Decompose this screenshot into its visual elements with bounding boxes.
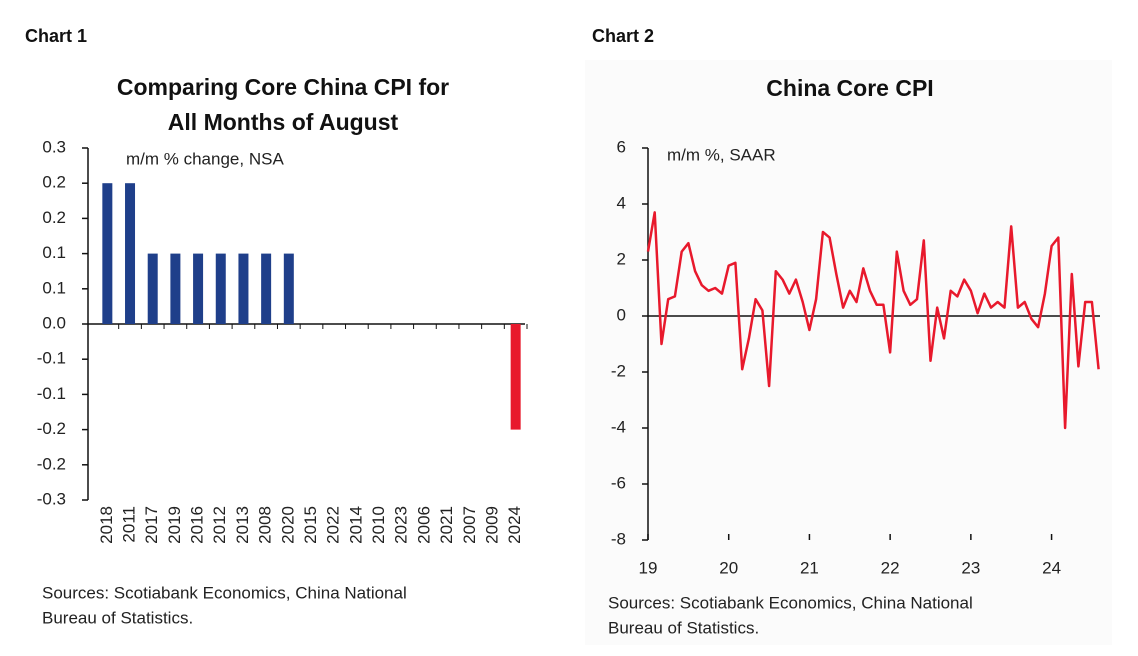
bar (510, 324, 521, 430)
x-tick-label: 2017 (142, 506, 161, 544)
x-tick-label: 2007 (460, 506, 479, 544)
y-tick-label: -0.2 (37, 454, 66, 473)
y-tick-label: -4 (611, 417, 626, 436)
bar (170, 253, 181, 324)
x-tick-label: 2012 (210, 506, 229, 544)
x-tick-label: 2019 (165, 506, 184, 544)
bar (193, 253, 204, 324)
bar (215, 253, 226, 324)
y-tick-label: 6 (617, 137, 626, 156)
y-tick-label: 0.1 (42, 278, 66, 297)
y-tick-label: 0.2 (42, 173, 66, 192)
y-tick-label: 0.0 (42, 313, 66, 332)
x-tick-label: 2018 (97, 506, 116, 544)
annotation: m/m % change, NSA (126, 149, 284, 168)
bar (147, 253, 158, 324)
x-tick-label: 24 (1042, 558, 1061, 577)
y-tick-label: -0.3 (37, 489, 66, 508)
x-tick-label: 22 (881, 558, 900, 577)
chart-title: China Core CPI (766, 75, 933, 101)
annotation: m/m %, SAAR (667, 145, 776, 164)
bar (102, 183, 113, 324)
x-tick-label: 23 (961, 558, 980, 577)
x-tick-label: 21 (800, 558, 819, 577)
y-tick-label: -0.1 (37, 384, 66, 403)
x-tick-label: 2006 (414, 506, 433, 544)
bar (261, 253, 272, 324)
y-tick-label: -0.1 (37, 349, 66, 368)
x-tick-label: 2020 (278, 506, 297, 544)
y-tick-label: -8 (611, 529, 626, 548)
chart-label: Chart 2 (592, 26, 654, 46)
x-tick-label: 2009 (482, 506, 501, 544)
x-tick-label: 2014 (346, 506, 365, 544)
bar (125, 183, 136, 324)
x-tick-label: 2008 (256, 506, 275, 544)
x-tick-label: 2015 (301, 506, 320, 544)
bar (283, 253, 294, 324)
x-tick-label: 2022 (324, 506, 343, 544)
y-tick-label: 2 (617, 249, 626, 268)
y-tick-label: -2 (611, 361, 626, 380)
x-tick-label: 2016 (188, 506, 207, 544)
x-tick-label: 2021 (437, 506, 456, 544)
y-tick-label: -0.2 (37, 419, 66, 438)
chart2-panel (585, 60, 1112, 645)
x-tick-label: 19 (639, 558, 658, 577)
source: Sources: Scotiabank Economics, China Nat… (42, 583, 407, 602)
x-tick-label: 2013 (233, 506, 252, 544)
x-tick-label: 2023 (392, 506, 411, 544)
y-tick-label: 0.3 (42, 137, 66, 156)
source: Bureau of Statistics. (42, 608, 193, 627)
chart-title: All Months of August (168, 109, 399, 135)
x-tick-label: 2024 (505, 506, 524, 544)
chart-label: Chart 1 (25, 26, 87, 46)
source: Sources: Scotiabank Economics, China Nat… (608, 593, 973, 612)
line (646, 211, 1100, 430)
x-tick-label: 20 (719, 558, 738, 577)
y-tick-label: 0.1 (42, 243, 66, 262)
y-tick-label: 4 (617, 193, 626, 212)
chart-title: Comparing Core China CPI for (117, 74, 449, 100)
x-tick-label: 2010 (369, 506, 388, 544)
y-tick-label: -6 (611, 473, 626, 492)
y-tick-label: 0 (617, 305, 626, 324)
source: Bureau of Statistics. (608, 618, 759, 637)
y-tick-label: 0.2 (42, 208, 66, 227)
x-tick-label: 2011 (120, 506, 139, 543)
bar (238, 253, 249, 324)
